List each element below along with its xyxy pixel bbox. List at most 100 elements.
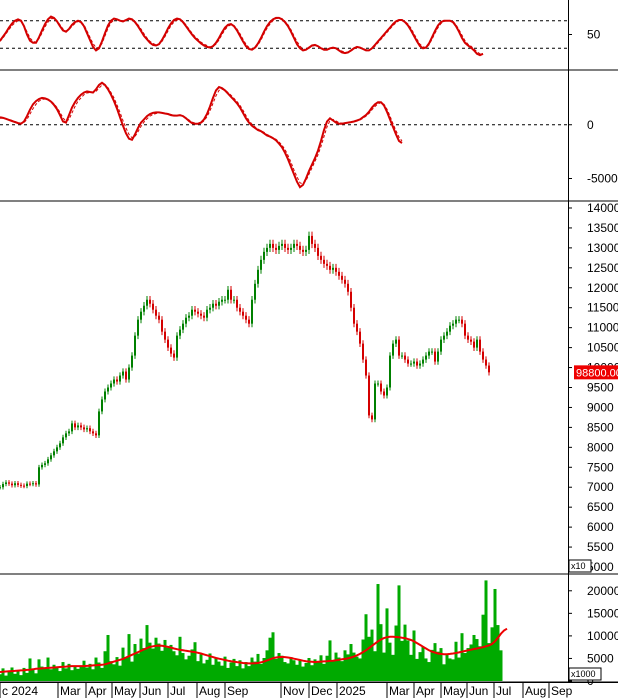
volume-bar [457,657,461,681]
candle-body [80,425,82,428]
candle-body [488,365,490,373]
candle-body [389,355,391,388]
volume-bar [436,651,440,681]
x-tick-label: Aug [199,684,220,698]
y-tick-label: 7000 [587,480,614,494]
y-tick-label: 6000 [587,520,614,534]
volume-bar [283,662,287,681]
candle-body [53,451,55,456]
volume-bar [19,675,23,681]
candle-body [407,359,409,364]
candle-body [38,467,40,485]
candle-body [23,485,25,487]
volume-bar [73,666,77,681]
candle-body [218,301,220,306]
oscillator-signal-line [0,84,403,185]
volume-bar [127,634,131,681]
volume-bar [388,642,392,681]
x-tick-label: Jul [496,684,511,698]
candle-body [278,245,280,250]
candle-body [464,323,466,336]
volume-bar [241,668,245,681]
volume-bar [418,652,422,681]
volume-bar [145,625,149,681]
volume-bar [340,661,344,681]
volume-bar [0,674,2,681]
volume-bar [334,652,338,681]
volume-bar [136,653,140,681]
volume-bar [367,636,371,681]
candle-body [422,359,424,364]
candle-body [62,437,64,444]
volume-bar [79,667,83,681]
y-tick-label: 13000 [587,241,618,255]
candle-body [260,259,262,270]
volume-bar [346,654,350,681]
volume-bar [379,624,383,681]
candle-body [332,267,334,270]
candle-body [353,307,355,324]
candle-body [47,459,49,464]
candle-body [479,339,481,352]
x-tick-label: Aug [525,684,546,698]
candle-body [26,483,28,487]
x-tick-label: May [114,684,137,698]
candle-body [410,363,412,365]
candle-body [107,387,109,392]
volume-bar [370,629,374,681]
candle-body [341,275,343,280]
volume-bar [313,659,317,681]
y-tick-label: 11500 [587,301,618,315]
scale-label-box [568,667,602,681]
volume-bar [52,664,56,681]
candle-body [92,431,94,434]
y-tick-label: 50 [587,28,601,42]
candle-body [305,249,307,252]
candle-body [302,249,304,252]
y-tick-label: 5500 [587,540,614,554]
x-tick-label: Nov [283,684,304,698]
candle-body [335,267,337,272]
candle-body [194,309,196,312]
volume-bar [319,655,323,681]
candle-body [0,487,1,489]
candle-body [428,351,430,356]
candle-body [152,303,154,310]
volume-bar [178,636,182,681]
candle-body [452,323,454,326]
volume-bar [298,659,302,681]
candle-body [131,355,133,368]
volume-bar [238,660,242,681]
oscillator-signal-line [0,17,483,55]
candle-body [329,265,331,270]
volume-bar [253,661,257,681]
candle-body [296,243,298,246]
volume-bar [412,630,416,681]
candle-body [101,399,103,412]
volume-bar [310,665,314,681]
candle-body [431,351,433,353]
volume-bar [493,588,497,681]
y-tick-label: 6500 [587,500,614,514]
candle-body [470,339,472,342]
candle-body [404,355,406,360]
volume-bar [37,659,41,681]
volume-bar [4,675,8,681]
volume-bar [124,657,128,681]
volume-bar [148,642,152,681]
candle-body [65,433,67,438]
volume-bar [394,625,398,681]
volume-bar [421,646,425,681]
volume-bar [139,638,143,681]
volume-bar [451,659,455,681]
candle-body [386,387,388,396]
volume-bar [10,667,14,681]
volume-bar [205,659,209,681]
volume-bar [400,640,404,681]
volume-bar [265,650,269,681]
last-price-badge [574,365,618,380]
candle-body [95,433,97,436]
volume-bar [274,658,278,681]
candle-body [233,299,235,301]
candle-body [419,363,421,366]
